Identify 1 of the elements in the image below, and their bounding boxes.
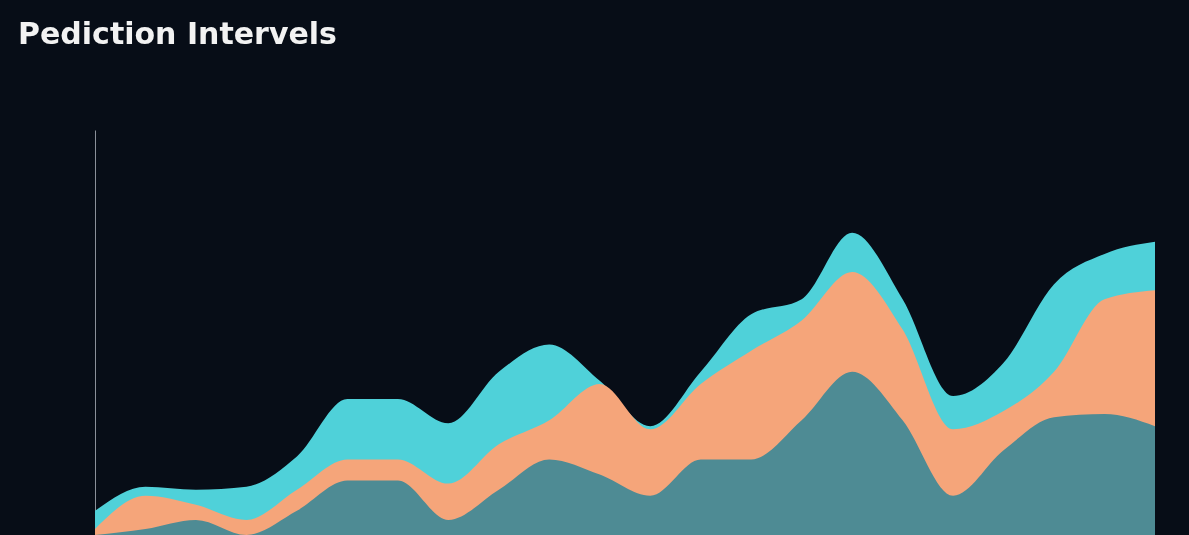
- chart-title: Pediction Intervels: [18, 16, 337, 51]
